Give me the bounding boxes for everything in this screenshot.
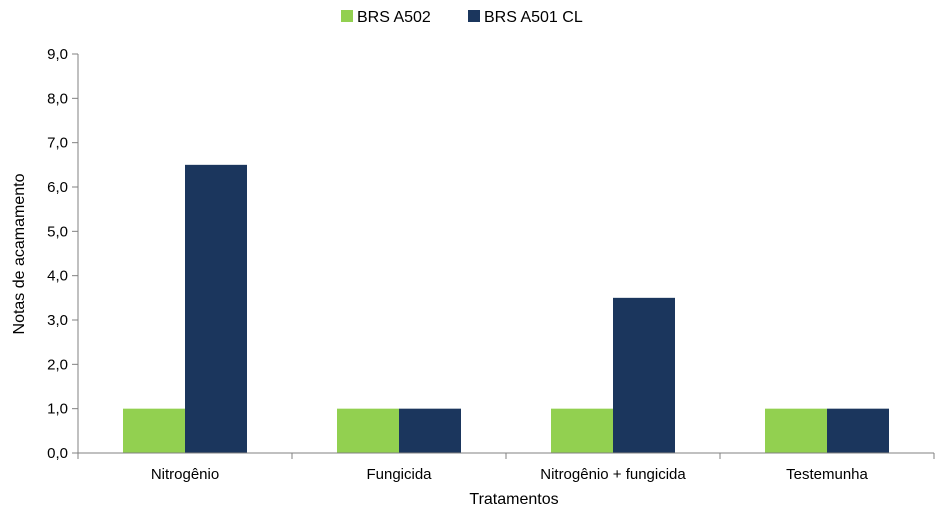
- bar-brs-a502-fungicida: [337, 408, 399, 453]
- y-tick-label: 9,0: [47, 46, 68, 63]
- y-tick-label: 6,0: [47, 179, 68, 196]
- bar-brs-a501-cl-fungicida: [399, 408, 461, 453]
- axes: [72, 53, 935, 459]
- x-tick-label-testemunha: Testemunha: [786, 466, 868, 483]
- bar-brs-a502-nitrogenio-fungicida: [551, 408, 613, 453]
- y-tick-label: 0,0: [47, 445, 68, 462]
- bar-brs-a501-cl-testemunha: [827, 408, 889, 453]
- x-tick-label-nitrogenio-fungicida: Nitrogênio + fungicida: [540, 466, 686, 483]
- x-tick-label-fungicida: Fungicida: [366, 466, 432, 483]
- y-tick-label: 7,0: [47, 135, 68, 152]
- y-tick-label: 1,0: [47, 401, 68, 418]
- legend: BRS A502 BRS A501 CL: [341, 9, 583, 26]
- y-tick-labels: 0,0 1,0 2,0 3,0 4,0 5,0 6,0 7,0 8,0 9,0: [47, 46, 68, 462]
- x-axis-title: Tratamentos: [469, 491, 558, 508]
- y-tick-label: 2,0: [47, 356, 68, 373]
- bar-brs-a501-cl-nitrogenio: [185, 164, 247, 454]
- legend-swatch-brs-a501-cl: [468, 10, 480, 22]
- legend-swatch-brs-a502: [341, 10, 353, 22]
- y-tick-label: 4,0: [47, 268, 68, 285]
- bars: [123, 164, 889, 454]
- y-tick-label: 3,0: [47, 312, 68, 329]
- legend-label-brs-a501-cl: BRS A501 CL: [484, 9, 583, 26]
- y-tick-label: 5,0: [47, 223, 68, 240]
- bar-brs-a502-testemunha: [765, 408, 827, 453]
- x-tick-labels: Nitrogênio Fungicida Nitrogênio + fungicid…: [151, 466, 869, 483]
- bar-brs-a502-nitrogenio: [123, 408, 185, 453]
- legend-label-brs-a502: BRS A502: [357, 9, 431, 26]
- y-tick-label: 8,0: [47, 90, 68, 107]
- x-tick-label-nitrogenio: Nitrogênio: [151, 466, 219, 483]
- bar-brs-a501-cl-nitrogenio-fungicida: [613, 297, 675, 453]
- y-axis-title: Notas de acamamento: [11, 173, 28, 334]
